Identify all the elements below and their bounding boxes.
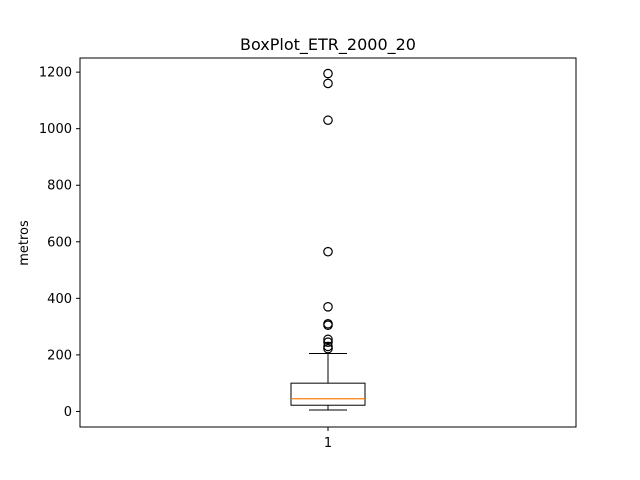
outlier-point [323, 302, 333, 312]
outlier-point [323, 343, 333, 354]
axes-frame [79, 57, 577, 428]
y-tick-label: 400 [47, 292, 72, 307]
y-tick-label: 1200 [39, 66, 72, 81]
y-tick-label: 200 [47, 348, 72, 363]
outlier-point [323, 334, 333, 345]
y-tick-label: 800 [47, 179, 72, 194]
iqr-box [290, 382, 366, 406]
outlier-point [323, 246, 333, 257]
outlier-point [323, 337, 333, 347]
x-tick-label: 1 [324, 436, 332, 451]
outlier-point [323, 115, 333, 126]
y-tick-label: 1000 [39, 122, 72, 137]
outlier-point [323, 78, 333, 89]
chart-title: BoxPlot_ETR_2000_20 [240, 35, 416, 55]
outlier-point [323, 320, 333, 331]
y-tick-label: 600 [47, 235, 72, 250]
y-axis-label: metros [17, 220, 32, 266]
outlier-point [323, 68, 333, 79]
plot-area: 0 200 400 600 800 1000 1200 1 [39, 66, 366, 451]
y-tick-label: 0 [64, 405, 72, 420]
